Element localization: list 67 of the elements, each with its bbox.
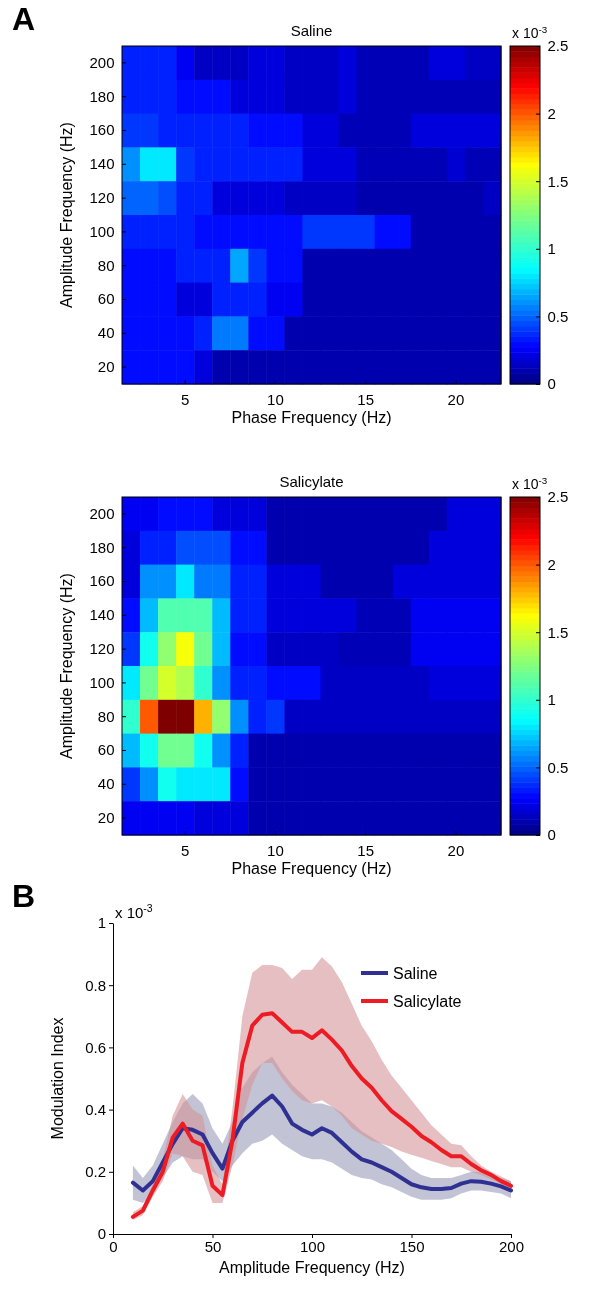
x-tick-label: 200 [498,1237,525,1255]
y-tick-label: 120 [89,188,115,206]
color-bar-label: 2.5 [547,488,569,506]
color-bar-label: 1.5 [547,623,569,641]
y-tick-label: 160 [89,572,115,590]
y-tick-label: 180 [89,87,115,105]
y-tick-label: 60 [97,290,115,308]
color-bar-label: 1 [547,240,556,258]
color-bar-label: 1 [547,691,556,709]
x-axis-title: Amplitude Frequency (Hz) [219,1259,405,1276]
color-bar-label: 2 [547,104,556,122]
color-bar-label: 2.5 [547,37,569,55]
y-tick-label: 40 [97,775,115,793]
y-axis-title: Amplitude Frequency (Hz) [58,122,75,308]
y-tick-label: 20 [97,808,115,826]
x-axis-title: Phase Frequency (Hz) [231,409,392,426]
y-tick-label: 80 [97,256,115,274]
line-series [130,1093,513,1193]
y-tick-label: 180 [89,538,115,556]
y-tick-label: 200 [89,53,115,71]
x-tick-label: 100 [299,1237,326,1255]
x-tick-label: 15 [357,391,374,408]
y-tick-label: 100 [89,222,115,240]
y-tick-label: 100 [89,673,115,691]
chart-title: Salicylate [279,473,344,490]
y-tick-label: 40 [97,324,115,342]
x-tick-label: 150 [399,1237,425,1255]
legend-label: Salicylate [393,993,462,1010]
x-tick-label: 20 [447,391,465,408]
text: A [12,1,36,37]
x-tick-label: 10 [267,842,284,859]
text: B [12,878,36,914]
y-tick-label: 60 [97,741,115,759]
chart-title: Saline [290,22,333,39]
color-bar-title: x 10$^{-3}$ [512,474,548,492]
color-bar-label: 0.5 [547,307,569,325]
color-bar-label: 1.5 [547,172,569,190]
x-tick-label: 10 [267,391,284,408]
x-tick-label: 5 [180,391,190,408]
y-tick-label: 0.8 [85,976,106,994]
y-tick-label: 0.6 [85,1038,106,1056]
color-bar-label: 0.5 [547,758,569,776]
y-tick-label: 200 [89,504,115,522]
y-axis-title: Modulation Index [49,1017,66,1140]
y-tick-label: 140 [89,155,115,173]
x-tick-label: 15 [357,842,374,859]
legend-label: Saline [393,965,438,982]
line-series [130,1011,513,1219]
color-bar-label: 0 [547,826,556,844]
y-tick-label: 140 [89,606,115,624]
y-tick-label: 80 [97,707,115,725]
color-bar-label: 2 [547,555,556,573]
y-tick-label: 120 [89,639,115,657]
x-tick-label: 5 [180,842,190,859]
x-tick-label: 20 [447,842,465,859]
y-tick-label: 0.2 [85,1163,106,1181]
y-tick-label: 1 [97,914,106,932]
y-tick-label: 20 [97,357,115,375]
y-axis-title: Amplitude Frequency (Hz) [58,573,75,759]
color-bar-label: 0 [547,375,556,393]
y-tick-label: 0.4 [85,1100,106,1118]
x-axis-title: Phase Frequency (Hz) [231,860,392,877]
text: x 10$^{-3}$ [115,902,153,921]
y-tick-label: 0 [97,1225,106,1243]
color-bar-title: x 10$^{-3}$ [512,23,548,41]
y-tick-label: 160 [89,121,115,139]
x-tick-label: 50 [204,1237,222,1255]
